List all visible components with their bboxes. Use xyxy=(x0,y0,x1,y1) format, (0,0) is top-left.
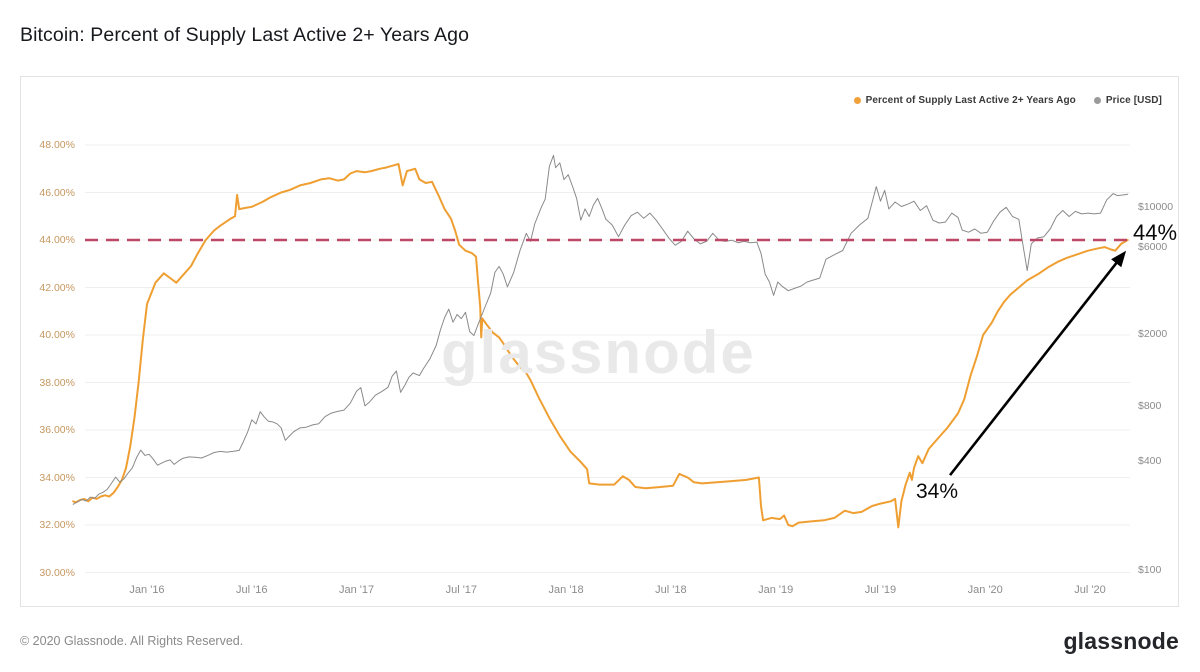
copyright-text: © 2020 Glassnode. All Rights Reserved. xyxy=(20,634,244,648)
legend-label-supply: Percent of Supply Last Active 2+ Years A… xyxy=(865,95,1076,106)
supply-series-dot-icon xyxy=(853,97,861,104)
price-series-dot-icon xyxy=(1093,97,1101,104)
glassnode-logo: glassnode xyxy=(1063,628,1179,654)
page-title: Bitcoin: Percent of Supply Last Active 2… xyxy=(20,24,470,46)
chart-card xyxy=(20,76,1179,607)
legend-label-price: Price [USD] xyxy=(1105,95,1162,106)
legend-item-price[interactable]: Price [USD] xyxy=(1093,95,1162,106)
chart-legend: Percent of Supply Last Active 2+ Years A… xyxy=(853,95,1162,106)
legend-item-supply[interactable]: Percent of Supply Last Active 2+ Years A… xyxy=(853,95,1076,106)
